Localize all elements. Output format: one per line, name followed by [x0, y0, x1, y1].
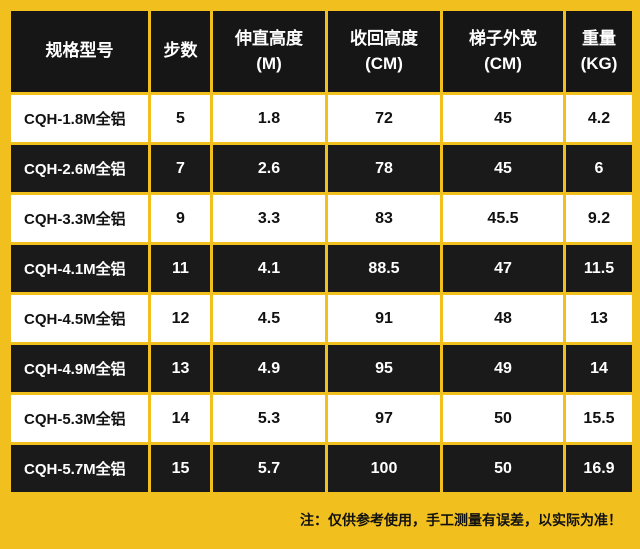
table-row: CQH-5.3M全铝 14 5.3 97 50 15.5: [8, 392, 635, 445]
retracted-height-cell: 83: [325, 192, 443, 245]
table-row: CQH-3.3M全铝 9 3.3 83 45.5 9.2: [8, 192, 635, 245]
extended-height-cell: 4.1: [210, 242, 328, 295]
weight-cell: 4.2: [563, 92, 635, 145]
retracted-height-cell: 88.5: [325, 242, 443, 295]
extended-height-cell: 1.8: [210, 92, 328, 145]
weight-cell: 11.5: [563, 242, 635, 295]
column-title: 伸直高度: [235, 28, 303, 48]
table-body: CQH-1.8M全铝 5 1.8 72 45 4.2 CQH-2.6M全铝 7 …: [8, 92, 635, 495]
extended-height-cell: 5.7: [210, 442, 328, 495]
column-title: 梯子外宽: [469, 28, 537, 48]
header-row: 规格型号 步数 伸直高度 (M) 收回高度 (CM) 梯子外宽 (CM): [8, 8, 635, 95]
column-title: 收回高度: [350, 28, 418, 48]
spec-table: 规格型号 步数 伸直高度 (M) 收回高度 (CM) 梯子外宽 (CM): [8, 8, 635, 495]
steps-cell: 7: [148, 142, 213, 195]
column-header-steps: 步数: [148, 8, 213, 95]
table-header: 规格型号 步数 伸直高度 (M) 收回高度 (CM) 梯子外宽 (CM): [8, 8, 635, 95]
column-title: 步数: [163, 41, 198, 61]
extended-height-cell: 2.6: [210, 142, 328, 195]
footer-note: 注：仅供参考使用，手工测量有误差，以实际为准！: [300, 512, 622, 528]
retracted-height-cell: 78: [325, 142, 443, 195]
extended-height-cell: 3.3: [210, 192, 328, 245]
column-unit: (CM): [365, 53, 403, 73]
model-cell: CQH-5.7M全铝: [8, 442, 151, 495]
column-unit: (KG): [580, 53, 618, 73]
retracted-height-cell: 72: [325, 92, 443, 145]
column-header-extended-height: 伸直高度 (M): [210, 8, 328, 95]
weight-cell: 15.5: [563, 392, 635, 445]
model-cell: CQH-4.9M全铝: [8, 342, 151, 395]
steps-cell: 9: [148, 192, 213, 245]
weight-cell: 16.9: [563, 442, 635, 495]
column-header-retracted-height: 收回高度 (CM): [325, 8, 443, 95]
column-unit: (CM): [484, 53, 522, 73]
retracted-height-cell: 95: [325, 342, 443, 395]
outer-width-cell: 45: [440, 142, 566, 195]
retracted-height-cell: 100: [325, 442, 443, 495]
column-header-outer-width: 梯子外宽 (CM): [440, 8, 566, 95]
steps-cell: 14: [148, 392, 213, 445]
weight-cell: 14: [563, 342, 635, 395]
steps-cell: 11: [148, 242, 213, 295]
model-cell: CQH-3.3M全铝: [8, 192, 151, 245]
model-cell: CQH-4.5M全铝: [8, 292, 151, 345]
outer-width-cell: 45: [440, 92, 566, 145]
column-header-model: 规格型号: [8, 8, 151, 95]
outer-width-cell: 49: [440, 342, 566, 395]
column-title: 规格型号: [45, 41, 114, 61]
outer-width-cell: 50: [440, 442, 566, 495]
table-row: CQH-4.5M全铝 12 4.5 91 48 13: [8, 292, 635, 345]
outer-width-cell: 48: [440, 292, 566, 345]
table-row: CQH-1.8M全铝 5 1.8 72 45 4.2: [8, 92, 635, 145]
outer-width-cell: 45.5: [440, 192, 566, 245]
retracted-height-cell: 91: [325, 292, 443, 345]
steps-cell: 13: [148, 342, 213, 395]
weight-cell: 6: [563, 142, 635, 195]
table-row: CQH-4.9M全铝 13 4.9 95 49 14: [8, 342, 635, 395]
column-title: 重量: [582, 28, 616, 48]
outer-width-cell: 50: [440, 392, 566, 445]
weight-cell: 9.2: [563, 192, 635, 245]
column-header-weight: 重量 (KG): [563, 8, 635, 95]
column-unit: (M): [256, 53, 282, 73]
weight-cell: 13: [563, 292, 635, 345]
steps-cell: 15: [148, 442, 213, 495]
table-row: CQH-2.6M全铝 7 2.6 78 45 6: [8, 142, 635, 195]
steps-cell: 12: [148, 292, 213, 345]
model-cell: CQH-2.6M全铝: [8, 142, 151, 195]
model-cell: CQH-5.3M全铝: [8, 392, 151, 445]
extended-height-cell: 5.3: [210, 392, 328, 445]
model-cell: CQH-1.8M全铝: [8, 92, 151, 145]
extended-height-cell: 4.5: [210, 292, 328, 345]
steps-cell: 5: [148, 92, 213, 145]
model-cell: CQH-4.1M全铝: [8, 242, 151, 295]
table-row: CQH-4.1M全铝 11 4.1 88.5 47 11.5: [8, 242, 635, 295]
extended-height-cell: 4.9: [210, 342, 328, 395]
retracted-height-cell: 97: [325, 392, 443, 445]
table-row: CQH-5.7M全铝 15 5.7 100 50 16.9: [8, 442, 635, 495]
outer-width-cell: 47: [440, 242, 566, 295]
